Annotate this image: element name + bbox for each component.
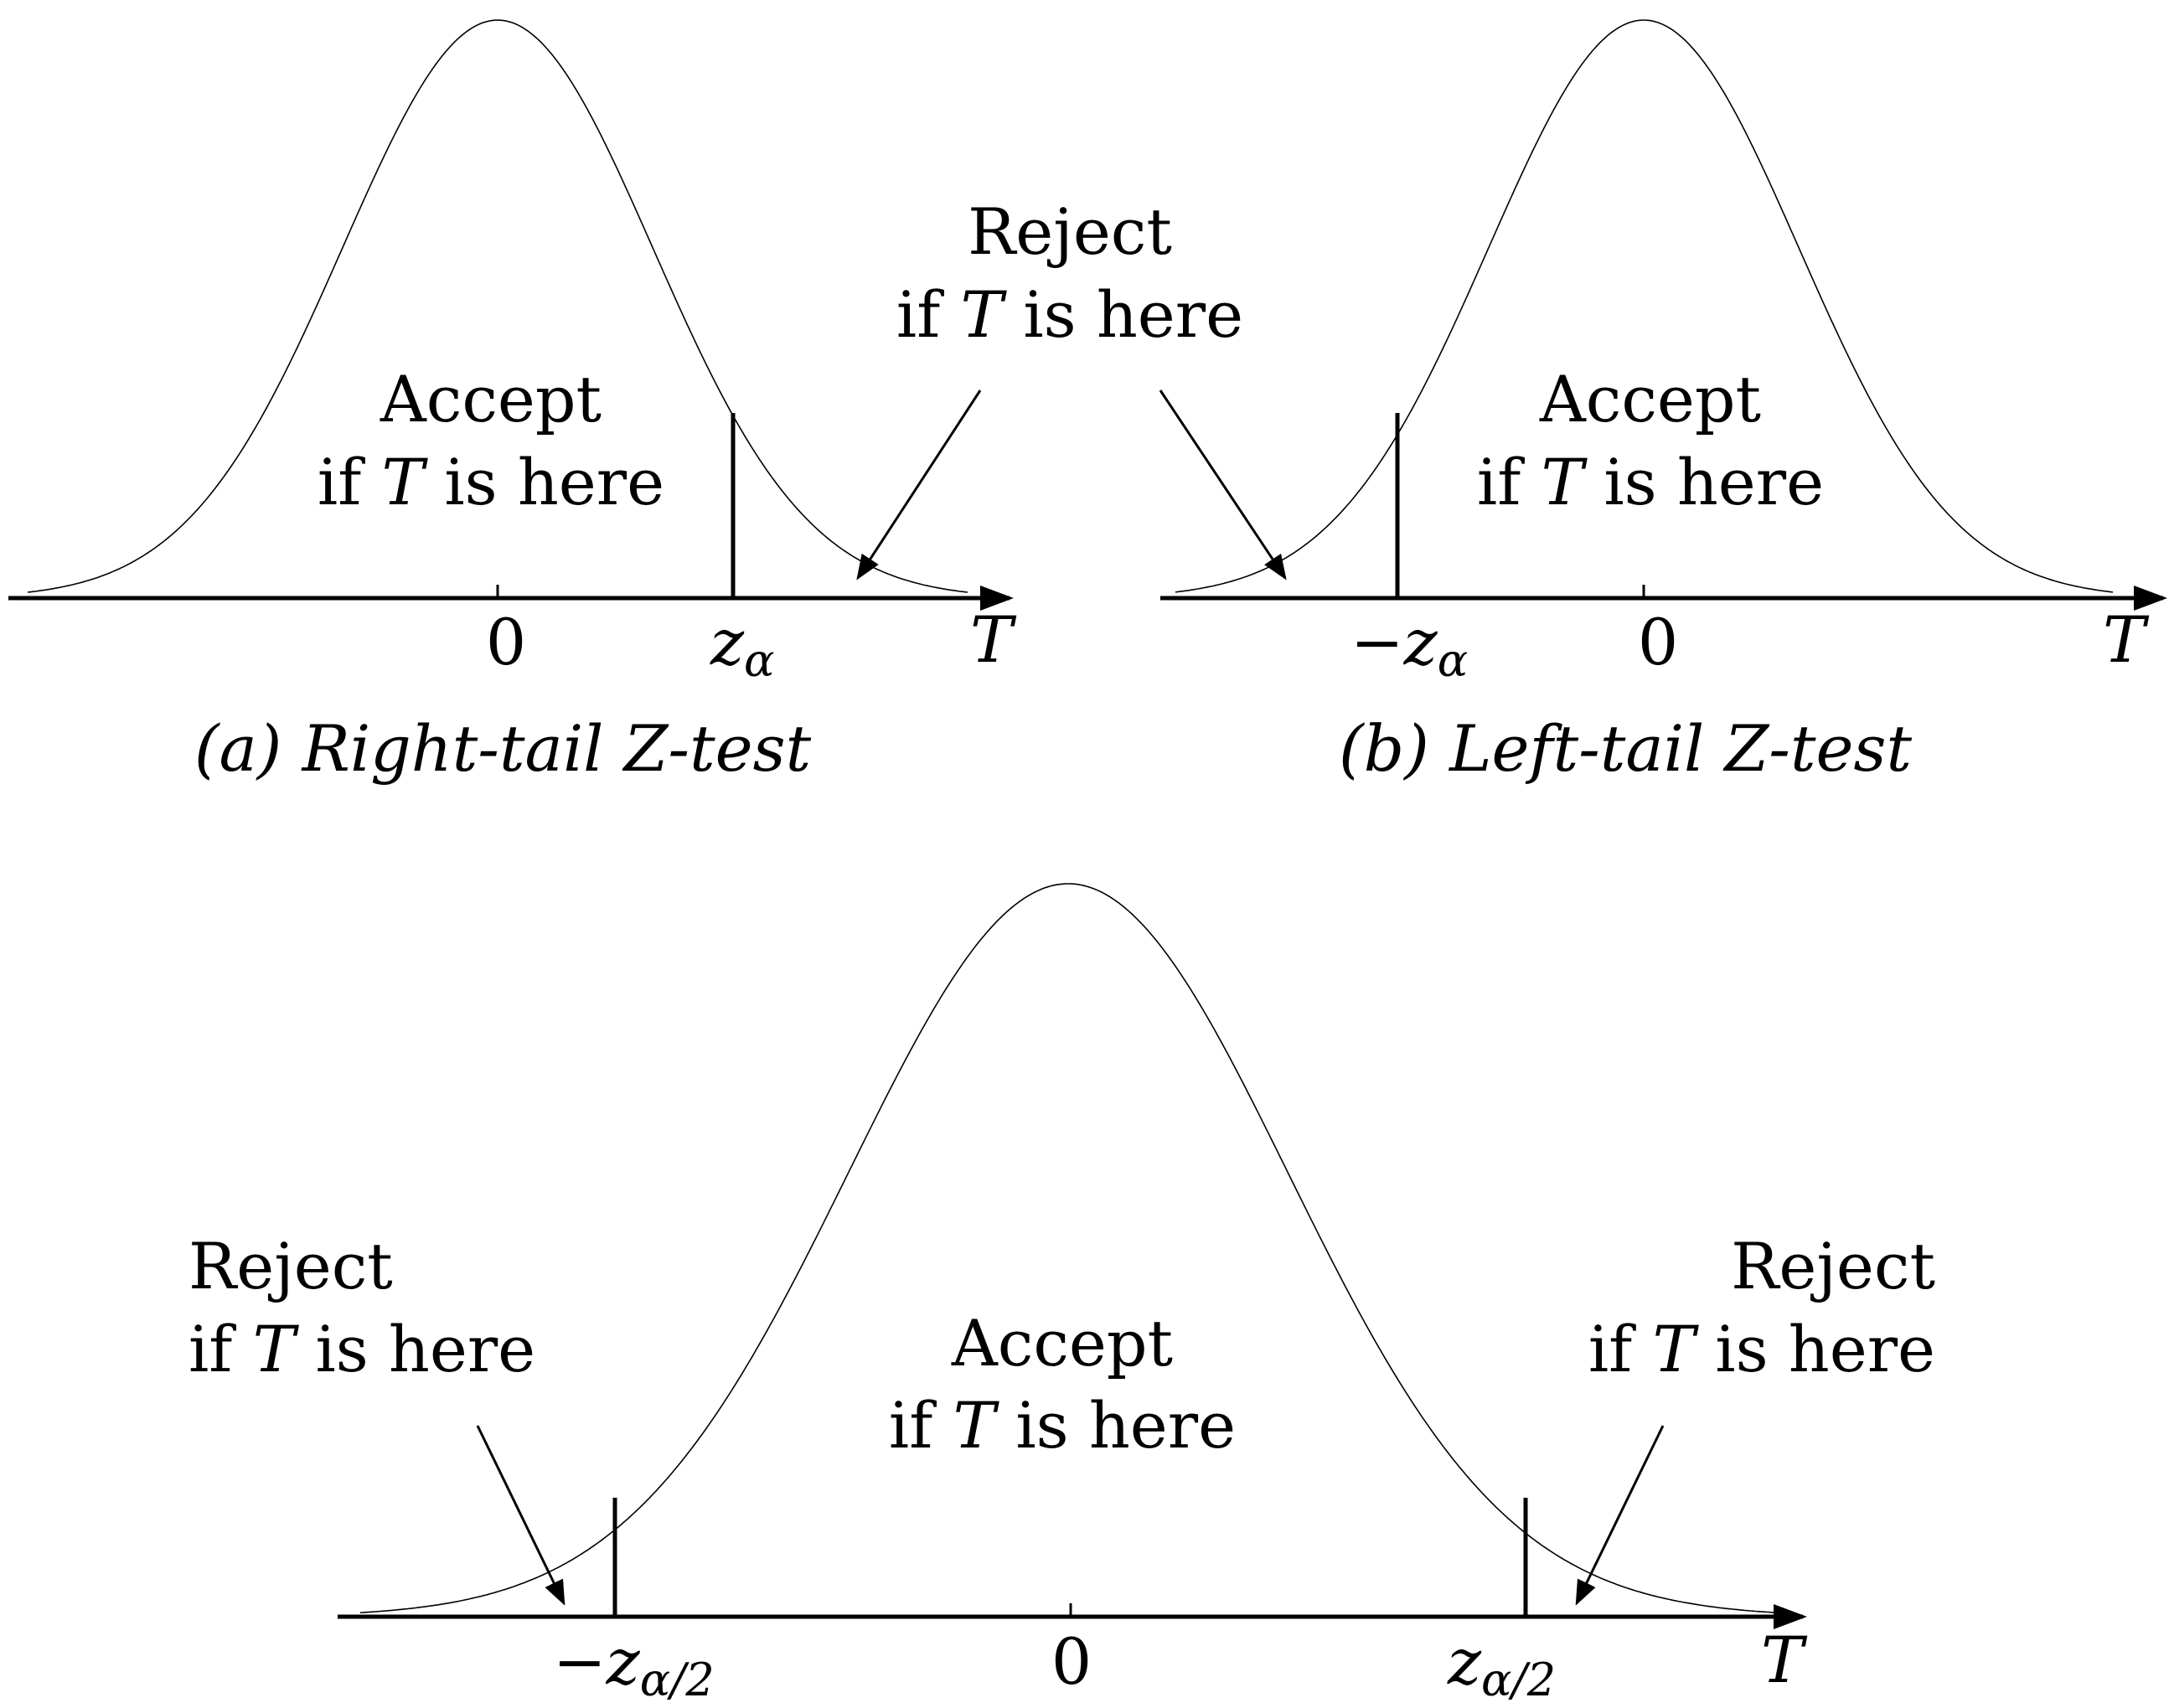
panel-a-right-tail: 0 zα T Accept if T is here Reject if T i… [8,19,1243,786]
panel-c-reject-left-line2: if T is here [188,1312,535,1386]
panel-c-right-critical-label: zα/2 [1447,1624,1556,1706]
panel-b-axis-label: T [2103,602,2150,677]
panel-b-left-tail: −zα 0 T Accept if T is here (b) Left-tai… [1159,19,2167,786]
panel-c-left-critical-label: −zα/2 [553,1624,715,1706]
panel-a-critical-label: zα [710,605,775,687]
panel-a-caption: (a) Right-tail Z-test [194,711,812,786]
panel-a-normal-curve [27,19,968,593]
panel-c-accept-line1: Accept [951,1306,1173,1380]
panel-b-accept-line1: Accept [1539,362,1761,436]
panel-c-reject-right-line1: Reject [1731,1229,1935,1303]
panel-c-two-tail: −zα/2 0 zα/2 T Accept if T is here Rejec… [188,883,1935,1706]
panel-b-critical-label: −zα [1350,605,1468,687]
panel-c-reject-right-line2: if T is here [1588,1312,1935,1386]
panel-a-accept-line2: if T is here [318,445,664,519]
panel-a-reject-line1: Reject [968,194,1172,269]
panel-b-caption: (b) Left-tail Z-test [1339,711,1913,786]
panel-c-reject-left-line1: Reject [188,1229,393,1303]
panel-a-axis-label: T [970,602,1017,677]
panel-b-zero-label: 0 [1638,605,1678,679]
panel-b-reject-arrow [1159,390,1287,581]
panel-c-left-reject-arrow [476,1425,565,1606]
panel-a-reject-arrow [856,390,982,581]
panel-c-axis-label: T [1761,1623,1808,1697]
panel-c-zero-label: 0 [1051,1624,1092,1699]
panel-b-normal-curve [1175,19,2114,593]
panel-a-accept-line1: Accept [380,362,602,436]
panel-a-zero-label: 0 [486,605,526,679]
panel-b-accept-line2: if T is here [1477,445,1824,519]
panel-c-accept-line2: if T is here [889,1388,1236,1463]
panel-a-reject-line2: if T is here [896,277,1243,352]
panel-c-normal-curve [359,883,1776,1613]
panel-c-right-reject-arrow [1575,1425,1665,1606]
